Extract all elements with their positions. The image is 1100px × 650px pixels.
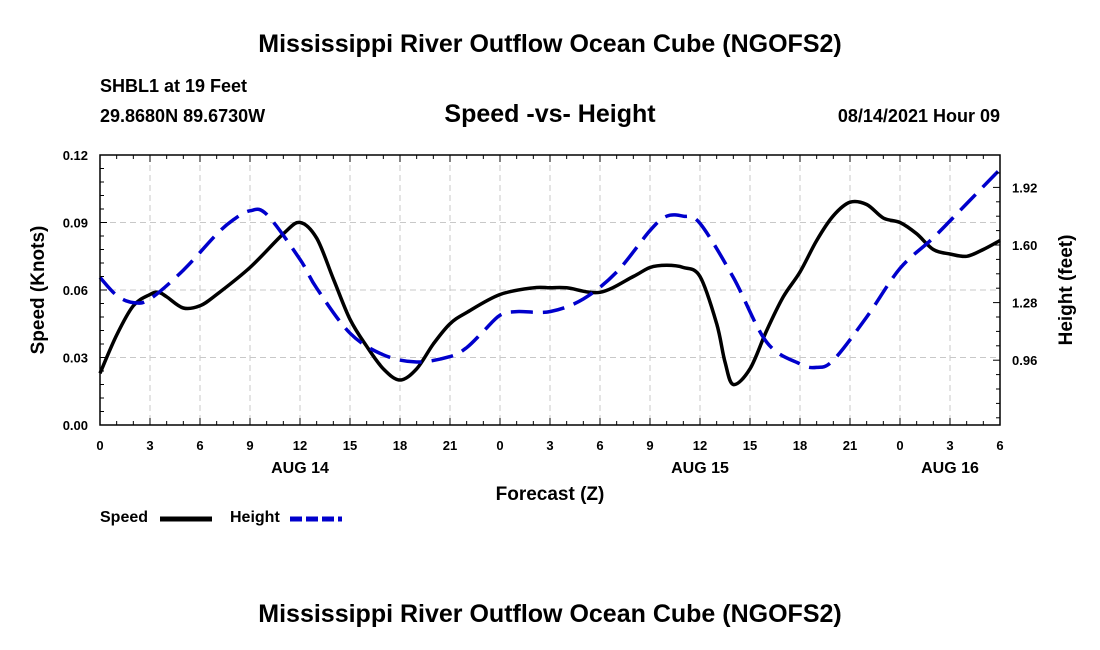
y-right-tick-label: 1.60 xyxy=(1012,238,1037,253)
x-tick-label: 6 xyxy=(196,438,203,453)
x-axis-title: Forecast (Z) xyxy=(496,484,605,505)
axis-labels: 0 3 6 9 12 15 18 21 0 3 6 9 12 15 18 21 0 3 6 AUG 14 AUG 15 A… xyxy=(28,148,1077,505)
chart-subtitle: Speed -vs- Height xyxy=(444,100,656,128)
title-bottom: Mississippi River Outflow Ocean Cube (NG… xyxy=(258,600,842,628)
y-left-tick-label: 0.06 xyxy=(63,283,88,298)
y-left-tick-label: 0.09 xyxy=(63,216,88,231)
x-tick-label: 3 xyxy=(546,438,553,453)
x-tick-label: 18 xyxy=(793,438,807,453)
x-tick-label: 0 xyxy=(896,438,903,453)
x-date-label: AUG 14 xyxy=(271,460,329,477)
x-tick-label: 9 xyxy=(646,438,653,453)
x-tick-label: 9 xyxy=(246,438,253,453)
coordinates-label: 29.8680N 89.6730W xyxy=(100,106,266,126)
series-line-speed xyxy=(98,199,1001,387)
x-date-label: AUG 16 xyxy=(921,460,979,477)
x-tick-label: 3 xyxy=(946,438,953,453)
x-tick-label: 12 xyxy=(293,438,307,453)
grid xyxy=(99,154,1001,426)
y-left-tick-label: 0.12 xyxy=(63,148,88,163)
x-tick-label: 6 xyxy=(596,438,603,453)
series-line-height xyxy=(98,168,1002,370)
y-right-tick-label: 1.92 xyxy=(1012,180,1037,195)
y-left-axis-title: Speed (Knots) xyxy=(28,226,49,355)
x-tick-label: 21 xyxy=(843,438,857,453)
y-left-tick-label: 0.03 xyxy=(63,351,88,366)
axis-ticks xyxy=(99,154,1001,426)
legend-height-label: Height xyxy=(230,509,280,526)
x-tick-label: 0 xyxy=(96,438,103,453)
x-tick-label: 15 xyxy=(743,438,757,453)
x-tick-label: 6 xyxy=(996,438,1003,453)
series-group xyxy=(98,168,1002,387)
y-right-axis-title: Height (feet) xyxy=(1056,235,1077,346)
legend-speed-label: Speed xyxy=(100,509,149,526)
x-tick-label: 15 xyxy=(343,438,357,453)
y-right-tick-label: 1.28 xyxy=(1012,296,1037,311)
y-left-tick-label: 0.00 xyxy=(63,418,88,433)
x-tick-label: 0 xyxy=(496,438,503,453)
y-right-tick-label: 0.96 xyxy=(1012,353,1037,368)
x-tick-label: 21 xyxy=(443,438,457,453)
x-tick-label: 18 xyxy=(393,438,407,453)
x-tick-label: 12 xyxy=(693,438,707,453)
x-date-label: AUG 15 xyxy=(671,460,729,477)
title-top: Mississippi River Outflow Ocean Cube (NG… xyxy=(258,30,842,58)
x-tick-label: 3 xyxy=(146,438,153,453)
station-label: SHBL1 at 19 Feet xyxy=(100,76,248,96)
date-stamp: 08/14/2021 Hour 09 xyxy=(837,106,1000,126)
